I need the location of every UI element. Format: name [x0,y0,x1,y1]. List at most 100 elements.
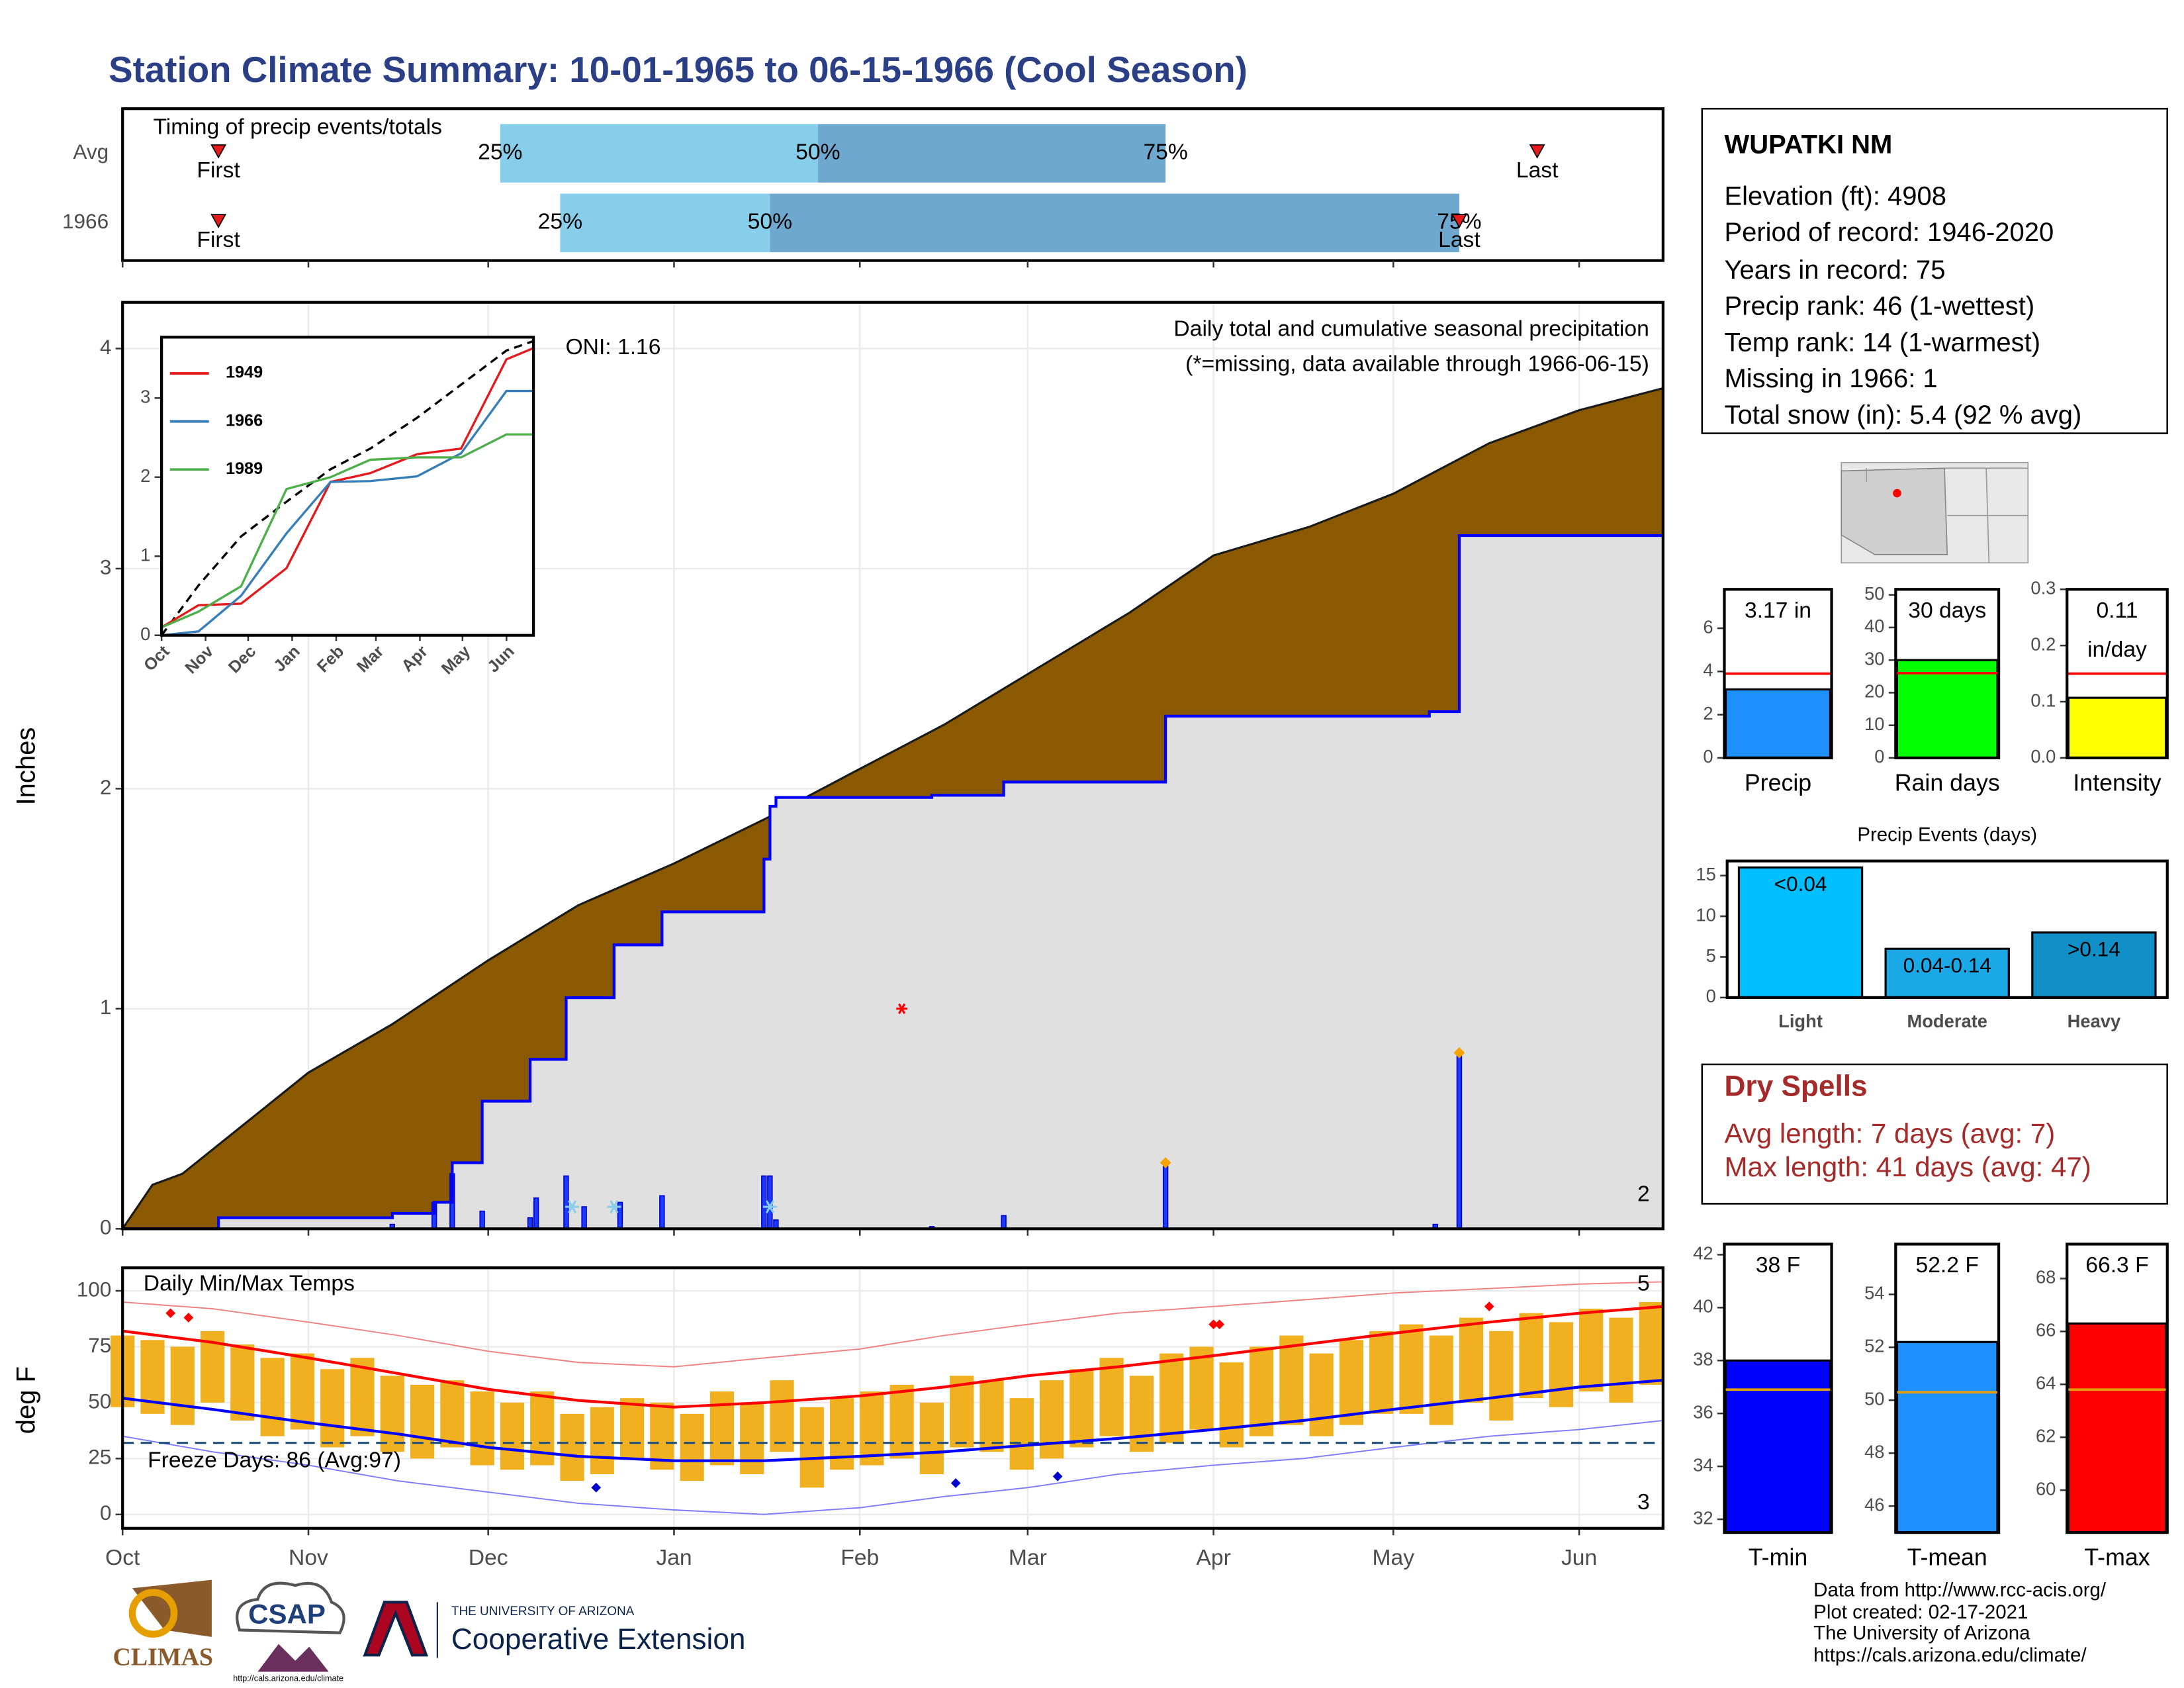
footer-line: The University of Arizona [1813,1622,2030,1644]
category-label: Precip [1745,769,1811,796]
snow-marker [762,1200,777,1213]
quartile-bar [770,193,1459,252]
value-label: >0.14 [2068,937,2120,961]
daily-bar [581,1206,587,1230]
temp-range-bar [950,1376,974,1448]
y-tick-label: 46 [1864,1494,1884,1515]
temp-range-bar [860,1391,884,1466]
y-tick-label: 0 [1703,746,1713,767]
value-label: 30 days [1908,598,1986,623]
csap-url: http://cals.arizona.edu/climate [233,1673,343,1683]
y-axis-title: deg F [12,1366,41,1434]
value-label: 0.11 [2096,598,2138,623]
gauge-bar [2067,696,2167,759]
y-tick-label: 2 [140,465,150,486]
temp-range-bar [230,1344,255,1421]
y-axis-title: Inches [12,727,41,806]
temp-range-bar [290,1353,315,1430]
y-tick-label: 100 [77,1277,112,1301]
panel-frame [121,1266,1664,1530]
station-line: Total snow (in): 5.4 (92 % avg) [1724,400,2081,430]
x-tick-label: Heavy [2068,1011,2121,1031]
quartile-bar [817,124,1166,183]
y-tick-label: 62 [2036,1425,2056,1446]
season-area [122,536,1663,1229]
oni-label: ONI: 1.16 [565,335,660,359]
record-high-count: 5 [1637,1271,1650,1295]
temp-range-bar [979,1380,1004,1452]
temp-range-bar [170,1346,195,1425]
x-tick-label: Mar [353,642,388,677]
x-tick-label: Apr [398,642,432,676]
record-low-line [122,1419,1663,1515]
temp-range-bar [470,1391,494,1466]
quartile-label: 25% [538,210,582,234]
y-tick-label: 40 [1693,1296,1713,1317]
temp-range-bar [380,1376,404,1452]
y-tick-label: 60 [2036,1478,2056,1499]
y-tick-label: 0 [1706,986,1716,1006]
station-line: Period of record: 1946-2020 [1724,218,2054,247]
y-tick-label: 2 [1703,703,1713,724]
temp-range-bar [1160,1353,1184,1443]
snow-marker [565,1200,580,1213]
university-name: THE UNIVERSITY OF ARIZONA [451,1605,635,1618]
x-tick-label: Nov [181,642,217,678]
event-bar [1884,947,2010,999]
x-tick-label: Jan [656,1546,692,1570]
daily-bar [1001,1215,1007,1230]
temp-range-bar [1069,1369,1094,1448]
gauge-frame [2066,588,2169,760]
climas-sun [128,1589,178,1638]
y-tick-label: 38 [1693,1349,1713,1370]
temp-range-bar [1129,1376,1154,1452]
dry-spells-line: Max length: 41 days (avg: 47) [1724,1151,2091,1182]
gauge-bar [1725,1359,1832,1534]
csap-logo: CSAP [248,1598,326,1629]
y-tick-label: 50 [1864,583,1884,604]
x-tick-label: Dec [469,1546,508,1570]
y-tick-label: 1 [100,995,112,1019]
dry-spells-box [1701,1063,2169,1205]
y-tick-label: 64 [2036,1372,2056,1393]
daily-bar [533,1197,539,1230]
y-tick-label: 50 [1864,1388,1884,1409]
value-label: 0.04-0.14 [1903,953,1991,977]
daily-bar [761,1175,767,1230]
temp-range-bar [1429,1335,1453,1425]
temp-range-bar [1609,1317,1633,1403]
daily-bar [1456,1052,1463,1230]
ua-logo [363,1601,429,1657]
y-tick-label: 36 [1693,1401,1713,1422]
temp-range-bar [260,1358,285,1436]
station-dot [1893,489,1901,498]
y-tick-label: 3 [100,555,112,579]
y-tick-label: 25 [88,1445,111,1469]
temp-range-bar [560,1413,584,1481]
temp-range-bar [1489,1331,1514,1421]
climas-logo: CLIMAS [113,1643,213,1671]
temp-range-bar [1189,1346,1214,1430]
record-marker [591,1482,602,1493]
gauge-bar [1895,1340,1999,1534]
daily-bar [479,1210,485,1230]
station-name: WUPATKI NM [1724,130,1892,160]
x-tick-label: May [438,642,475,679]
y-tick-label: 4 [1703,660,1713,680]
temp-range-bar [1579,1309,1604,1392]
station-line: Missing in 1966: 1 [1724,364,1937,393]
y-tick-label: 6 [1703,616,1713,637]
legend-label: 1966 [226,411,263,430]
y-tick-label: 4 [100,335,112,359]
state-outline [1841,467,1948,555]
y-tick-label: 34 [1693,1454,1713,1475]
y-tick-label: 0 [100,1501,112,1524]
series-line [160,340,534,636]
record-marker [1208,1319,1218,1330]
normal-min-line [122,1378,1664,1462]
temp-range-bar [680,1413,704,1481]
freeze-label: Freeze Days: 86 (Avg:97) [148,1448,401,1473]
temp-range-bar [1009,1398,1034,1470]
y-tick-label: 75 [88,1333,111,1357]
dry-spells-line: Avg length: 7 days (avg: 7) [1724,1117,2055,1149]
